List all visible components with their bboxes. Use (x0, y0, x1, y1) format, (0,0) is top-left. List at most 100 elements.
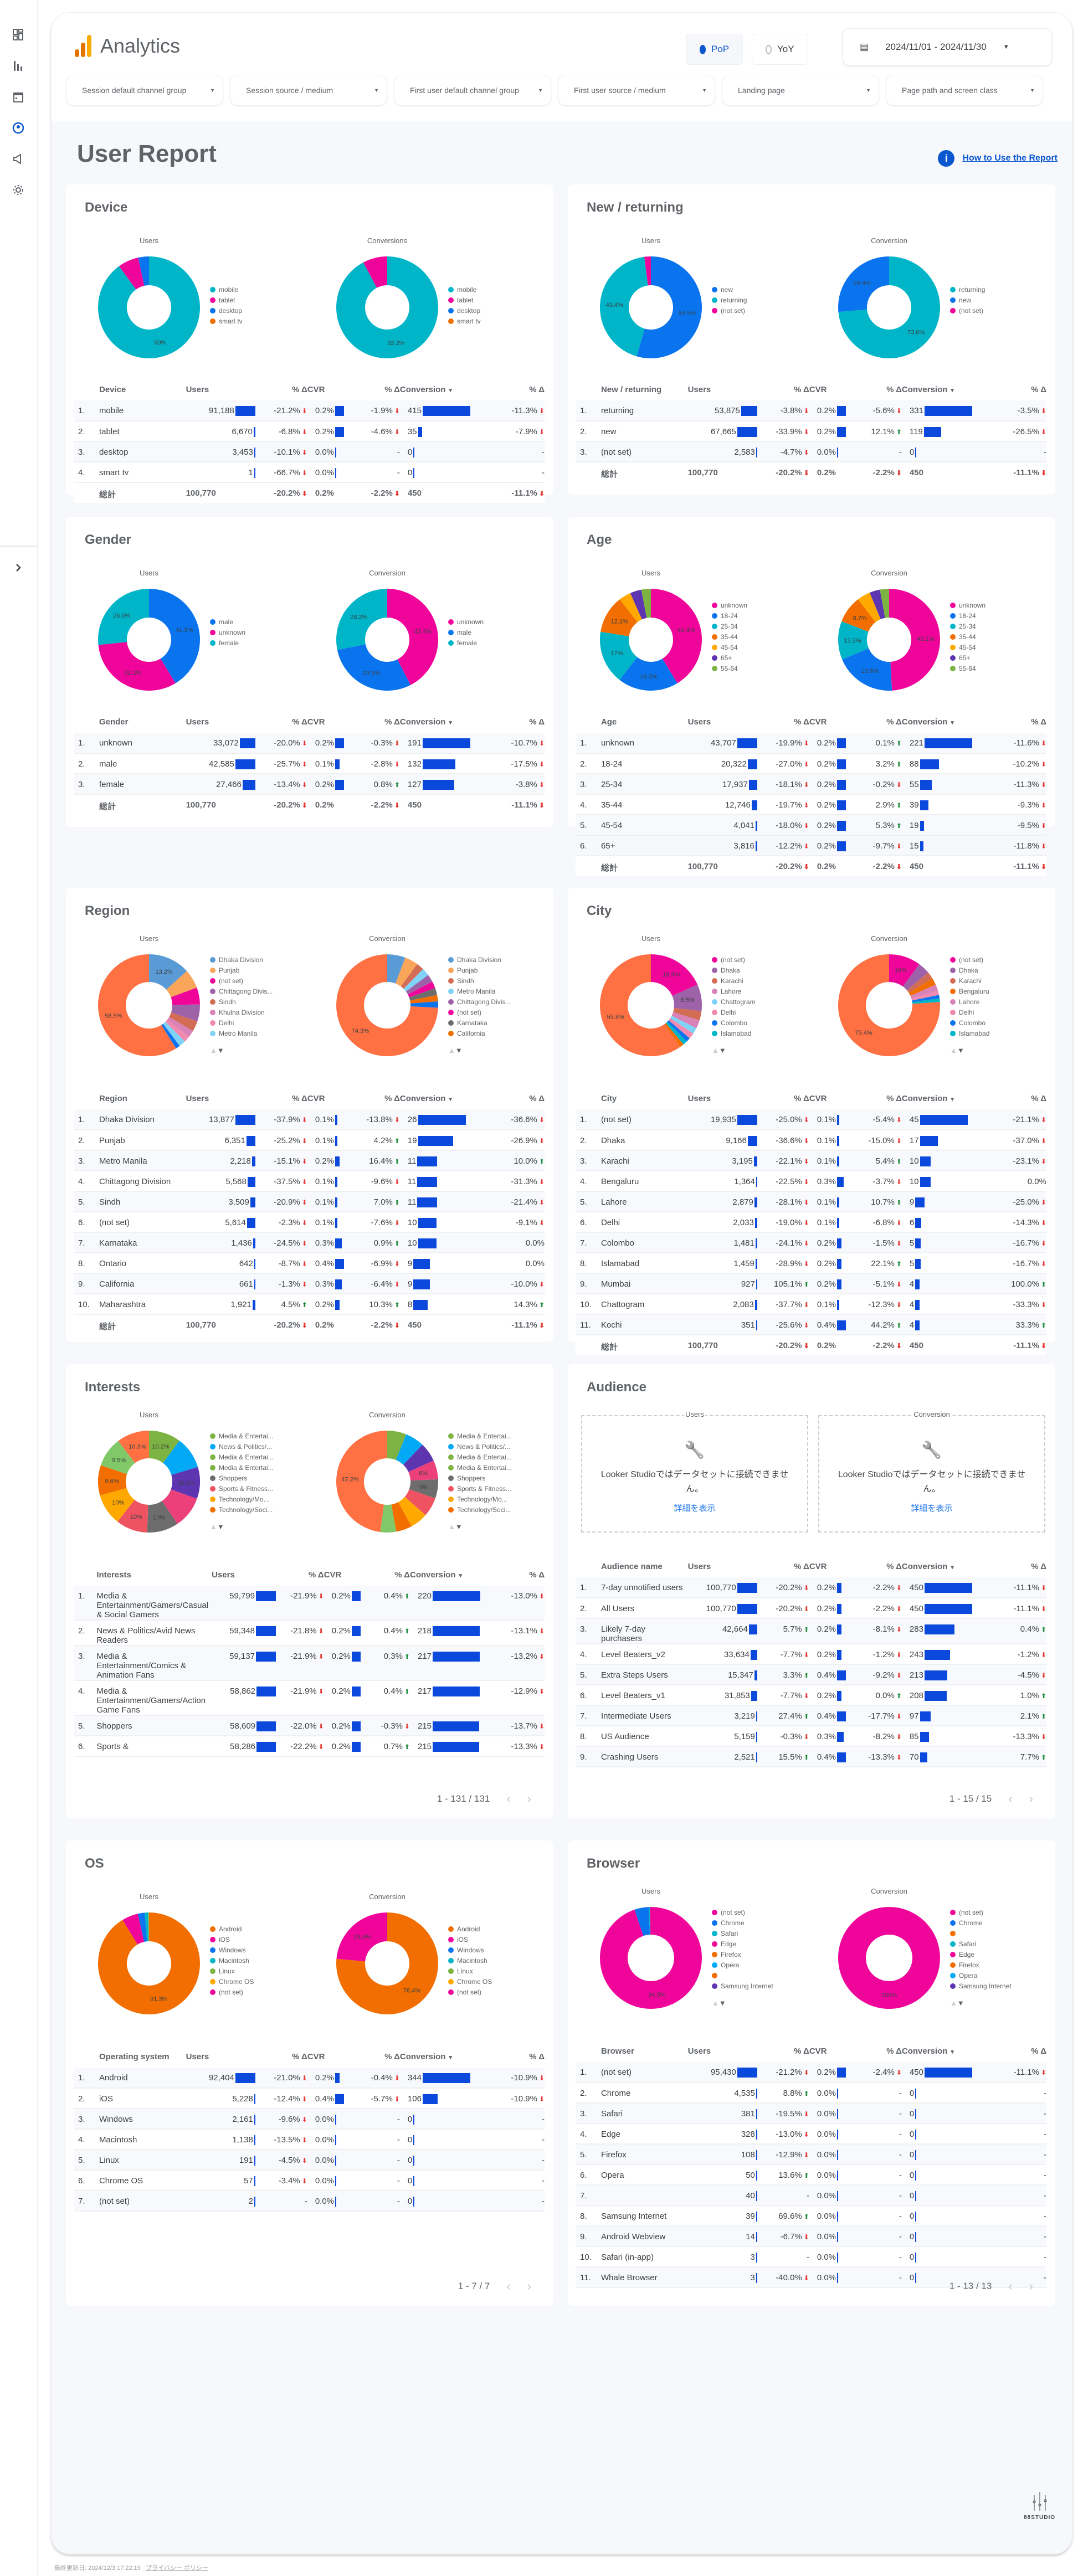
legend-item[interactable]: Media & Entertai... (448, 1462, 512, 1473)
pie-slice[interactable] (149, 589, 201, 683)
pie-slice[interactable] (858, 592, 881, 623)
table-row[interactable]: 4. smart tv 1 -66.7% ⬇ 0.0% -0- (74, 462, 545, 483)
legend-pager[interactable]: ▲▼ (712, 1999, 773, 2007)
pie-slice[interactable] (391, 1502, 412, 1532)
column-header[interactable]: % Δ (276, 1564, 324, 1586)
legend-item[interactable]: Sindh (448, 975, 511, 986)
column-header[interactable]: % Δ (994, 1555, 1046, 1577)
pie-slice[interactable] (902, 964, 928, 991)
pie-slice[interactable] (137, 1912, 147, 1942)
legend-next-icon[interactable]: ▼ (217, 1523, 224, 1531)
legend-item[interactable]: Sindh (210, 996, 273, 1007)
legend-item[interactable]: tablet (210, 295, 243, 305)
pie-slice[interactable] (100, 1441, 135, 1474)
legend-item[interactable]: (not set) (448, 1987, 492, 1997)
table-row[interactable]: 9. California 661 -1.3% ⬇ 0.3% -6.4% ⬇ 9 -10.0% ⬇ (74, 1273, 545, 1294)
column-header[interactable]: CVR (324, 1564, 363, 1586)
legend-next-icon[interactable]: ▼ (718, 1046, 726, 1055)
table-row[interactable]: 5. Lahore 2,879 -28.1% ⬇ 0.1% 10.7% ⬆ 9 -25.0% ⬇ (576, 1191, 1046, 1212)
compare-yoy-option[interactable]: YoY (752, 34, 808, 65)
pie-slice[interactable] (398, 1497, 426, 1526)
legend-pager[interactable]: ▲▼ (448, 1523, 512, 1531)
legend-item[interactable]: returning (712, 295, 747, 305)
legend-item[interactable]: Chittagong Divis... (448, 996, 511, 1007)
column-header[interactable]: % Δ (348, 378, 400, 400)
legend-item[interactable] (712, 1970, 773, 1981)
pie-slice[interactable] (404, 1489, 435, 1515)
pie-slice[interactable] (147, 1500, 178, 1533)
table-row[interactable]: 1. returning 53,875 -3.8% ⬇ 0.2% -5.6% ⬇ 331 -3.5… (576, 400, 1046, 421)
legend-item[interactable]: 45-54 (950, 642, 985, 652)
column-header[interactable]: CVR (809, 2040, 850, 2062)
legend-item[interactable]: Metro Manila (448, 986, 511, 996)
column-header[interactable]: Users (186, 1087, 255, 1109)
prev-page-icon[interactable]: ‹ (506, 1792, 511, 1806)
legend-pager[interactable]: ▲▼ (210, 1523, 274, 1531)
legend-item[interactable]: Opera (950, 1970, 1012, 1981)
legend-item[interactable]: 25-34 (712, 621, 747, 631)
pie-slice[interactable] (673, 1007, 702, 1021)
table-row[interactable]: 6. (not set) 5,614 -2.3% ⬇ 0.1% -7.6% ⬇ 10 -9.1% ⬇ (74, 1212, 545, 1233)
table-row[interactable]: 2. News & Politics/Avid News Readers 59,34… (74, 1620, 545, 1646)
legend-item[interactable]: desktop (448, 305, 481, 316)
pie-slice[interactable] (619, 657, 677, 691)
legend-item[interactable]: female (448, 637, 484, 648)
table-row[interactable]: 4. Edge 328 -13.0% ⬇ 0.0% -0- (576, 2123, 1046, 2145)
legend-item[interactable]: Chrome OS (210, 1976, 254, 1987)
legend-item[interactable]: Safari (950, 1939, 1012, 1949)
next-page-icon[interactable]: › (527, 1792, 531, 1806)
legend-item[interactable]: 65+ (712, 652, 747, 663)
table-row[interactable]: 11. Whale Browser 3 -40.0% ⬇ 0.0% -0- (576, 2267, 1046, 2288)
legend-pager[interactable]: ▲▼ (950, 1046, 989, 1055)
pie-slice[interactable] (395, 957, 418, 987)
pie-slice[interactable] (911, 990, 940, 1001)
legend-item[interactable]: (not set) (712, 954, 756, 965)
next-page-icon[interactable]: › (527, 2279, 531, 2293)
table-row[interactable]: 4. Chittagong Division 5,568 -37.5% ⬇ 0.1% -9.… (74, 1171, 545, 1192)
legend-item[interactable]: male (210, 616, 245, 627)
legend-item[interactable]: (not set) (950, 1907, 1012, 1917)
table-row[interactable]: 2. 18-24 20,322 -27.0% ⬇ 0.2% 3.2% ⬆ 88 -10.2% ⬇ (576, 753, 1046, 774)
table-row[interactable]: 7. 40-0.0% -0- (576, 2185, 1046, 2206)
pie-slice[interactable] (409, 1479, 438, 1499)
pie-slice[interactable] (149, 954, 187, 990)
pie-slice[interactable] (169, 1012, 198, 1031)
column-header[interactable]: Conversion ▾ (400, 378, 492, 400)
column-header[interactable]: CVR (809, 711, 850, 733)
table-row[interactable]: 5. Shoppers 58,609 -22.0% ⬇ 0.2% -0.3% ⬇ 215 -13.… (74, 1715, 545, 1736)
legend-next-icon[interactable]: ▼ (217, 1046, 224, 1055)
pie-slice[interactable] (380, 1504, 397, 1533)
table-row[interactable]: 1. unknown 43,707 -19.9% ⬇ 0.2% 0.1% ⬆ 221 -11.6%… (576, 733, 1046, 754)
legend-item[interactable]: Dhaka (950, 965, 989, 975)
pie-slice[interactable] (838, 256, 889, 312)
column-header[interactable]: Conversion ▾ (400, 711, 492, 733)
table-row[interactable]: 2. Punjab 6,351 -25.2% ⬇ 0.1% 4.2% ⬆ 19 -26.9% ⬇ (74, 1130, 545, 1151)
column-header[interactable]: Users (688, 711, 757, 733)
pie-slice[interactable] (119, 258, 145, 290)
pie-slice[interactable] (336, 1912, 387, 1962)
column-header[interactable]: % Δ (850, 378, 902, 400)
pie-slice[interactable] (396, 1434, 423, 1465)
column-header[interactable]: % Δ (994, 711, 1046, 733)
pie-slice[interactable] (148, 1912, 149, 1942)
legend-item[interactable]: Islamabad (950, 1028, 989, 1038)
table-row[interactable]: 5. Firefox 108 -12.9% ⬇ 0.0% -0- (576, 2144, 1046, 2165)
legend-item[interactable]: Media & Entertai... (210, 1462, 274, 1473)
pie-slice[interactable] (841, 599, 876, 632)
legend-item[interactable]: Dhaka Division (210, 954, 273, 965)
column-header[interactable]: % Δ (255, 378, 307, 400)
legend-item[interactable]: 18-24 (950, 610, 985, 621)
pie-slice[interactable] (600, 256, 648, 357)
column-header[interactable]: Users (688, 2040, 757, 2062)
filter-dropdown[interactable]: Session default channel group ▼ (66, 75, 223, 106)
legend-item[interactable]: Android (210, 1924, 254, 1934)
table-row[interactable]: 4. Bengaluru 1,364 -22.5% ⬇ 0.3% -3.7% ⬇ 10 0.0% (576, 1171, 1046, 1192)
pie-slice[interactable] (145, 1912, 149, 1942)
legend-item[interactable]: News & Politics/... (448, 1441, 512, 1452)
table-row[interactable]: 4. 35-44 12,746 -19.7% ⬇ 0.2% 2.9% ⬆ 39 -9.3% ⬇ (576, 794, 1046, 815)
legend-item[interactable]: Firefox (712, 1949, 773, 1960)
pie-slice[interactable] (880, 589, 889, 618)
pie-slice[interactable] (337, 644, 411, 691)
table-row[interactable]: 7. Colombo 1,481 -24.1% ⬇ 0.2% -1.5% ⬇ 5 -16.7% ⬇ (576, 1232, 1046, 1253)
pie-slice[interactable] (387, 589, 438, 685)
